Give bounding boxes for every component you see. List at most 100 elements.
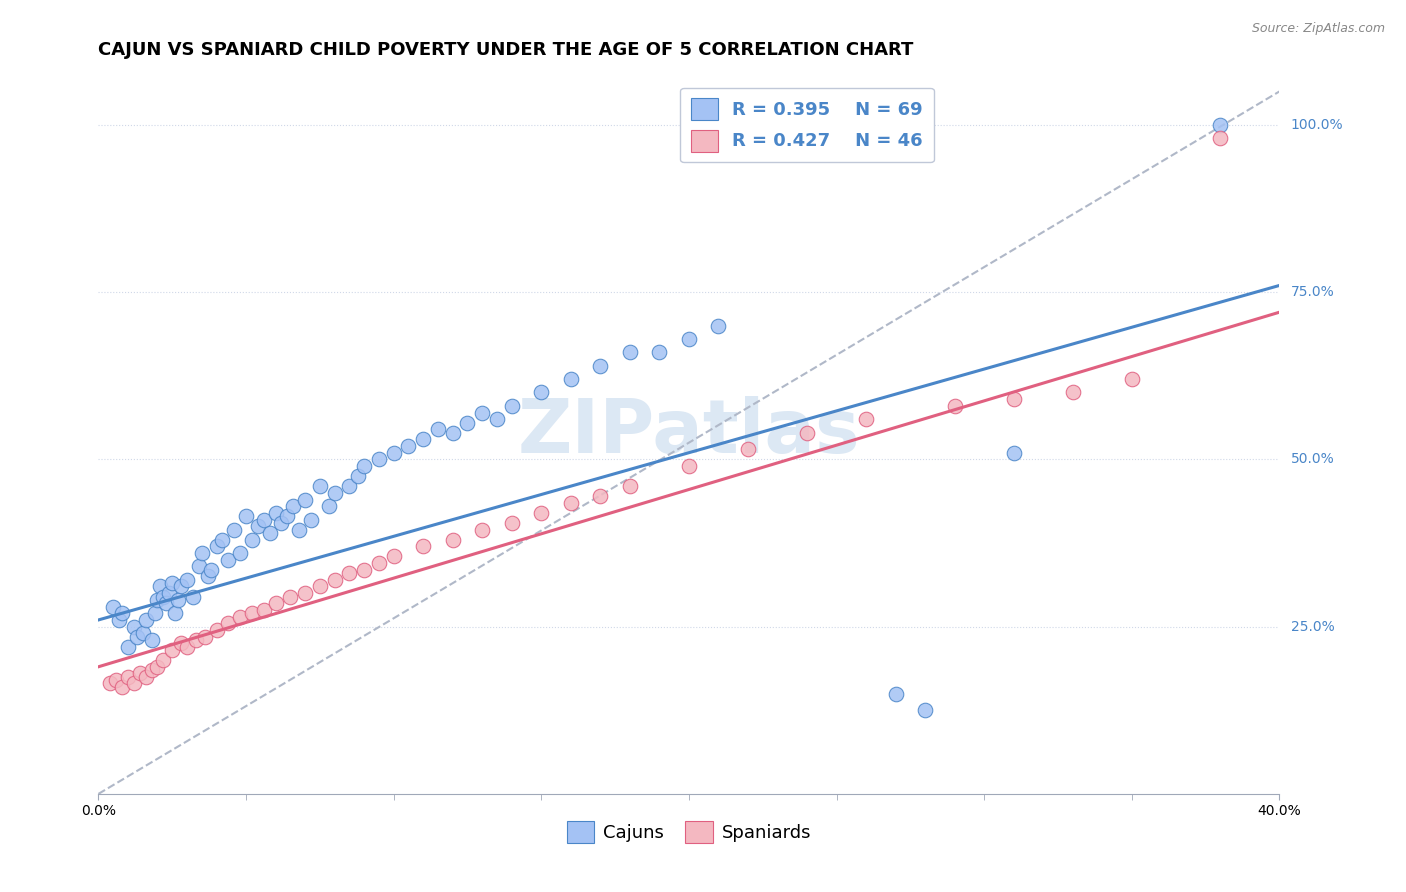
Point [146,593,169,607]
Point [253,512,276,526]
Point [143,607,166,621]
Point [914,703,936,717]
Point [125,630,148,644]
Point [589,359,612,373]
Point [1121,372,1143,386]
Point [398,439,420,453]
Point [240,607,263,621]
Point [737,442,759,457]
Point [141,633,163,648]
Point [270,516,292,530]
Text: 75.0%: 75.0% [1291,285,1334,299]
Point [347,469,370,483]
Point [176,573,198,587]
Point [884,687,907,701]
Point [796,425,818,440]
Point [264,506,287,520]
Point [184,633,207,648]
Point [135,670,157,684]
Point [943,399,966,413]
Point [181,590,204,604]
Point [146,660,169,674]
Point [1209,118,1232,132]
Point [560,496,582,510]
Point [259,526,281,541]
Point [240,533,263,547]
Point [323,485,346,500]
Point [323,573,346,587]
Point [117,670,139,684]
Point [441,533,464,547]
Point [1062,385,1084,400]
Point [318,500,340,514]
Point [382,549,405,564]
Point [105,673,128,688]
Point [176,640,198,654]
Point [108,613,131,627]
Point [135,613,157,627]
Point [170,580,193,594]
Point [339,566,361,581]
Legend: Cajuns, Spaniards: Cajuns, Spaniards [560,814,818,850]
Point [1209,131,1232,145]
Point [339,479,361,493]
Point [187,559,209,574]
Point [197,569,219,583]
Point [111,680,134,694]
Point [1002,446,1025,460]
Point [128,666,150,681]
Point [157,586,180,600]
Point [235,509,257,524]
Point [855,412,877,426]
Point [264,596,287,610]
Text: 100.0%: 100.0% [1291,118,1343,132]
Point [589,489,612,503]
Point [122,676,145,690]
Text: 50.0%: 50.0% [1291,452,1334,467]
Point [224,523,246,537]
Point [165,607,187,621]
Point [294,586,316,600]
Text: 25.0%: 25.0% [1291,620,1334,633]
Point [501,399,523,413]
Point [170,636,193,650]
Point [141,663,163,677]
Point [155,596,177,610]
Point [111,607,134,621]
Point [648,345,671,359]
Point [132,626,155,640]
Point [200,563,222,577]
Point [288,523,311,537]
Point [211,533,233,547]
Point [149,580,172,594]
Point [194,630,217,644]
Point [117,640,139,654]
Point [530,385,553,400]
Point [294,492,316,507]
Point [283,500,305,514]
Point [162,576,183,591]
Point [412,539,434,553]
Point [471,523,494,537]
Point [619,479,641,493]
Point [353,459,375,474]
Point [152,590,174,604]
Point [678,332,700,346]
Point [678,459,700,474]
Point [167,593,190,607]
Point [368,452,391,467]
Point [382,446,405,460]
Point [486,412,509,426]
Point [253,603,276,617]
Point [530,506,553,520]
Point [412,433,434,447]
Point [299,512,322,526]
Point [162,643,183,657]
Point [427,422,450,436]
Point [619,345,641,359]
Point [309,580,332,594]
Point [276,509,298,524]
Point [1002,392,1025,407]
Point [457,416,479,430]
Text: CAJUN VS SPANIARD CHILD POVERTY UNDER THE AGE OF 5 CORRELATION CHART: CAJUN VS SPANIARD CHILD POVERTY UNDER TH… [98,41,914,59]
